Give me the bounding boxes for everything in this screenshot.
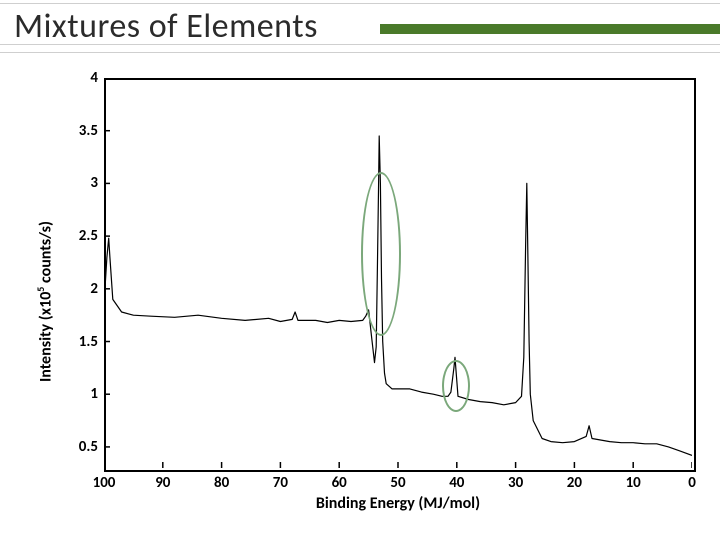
title-bar: Mixtures of Elements xyxy=(0,0,720,56)
thin-rule xyxy=(0,52,720,53)
x-tick-label: 60 xyxy=(332,474,347,492)
y-tick-label: 2 xyxy=(58,280,98,298)
x-tick-label: 0 xyxy=(688,474,696,492)
x-tick-label: 40 xyxy=(449,474,464,492)
y-tick-label: 1.5 xyxy=(58,333,98,351)
x-tick-label: 30 xyxy=(508,474,523,492)
x-tick-label: 100 xyxy=(93,474,116,492)
x-axis-label: Binding Energy (MJ/mol) xyxy=(104,494,692,513)
y-axis-label: Intensity (x105 counts/s) xyxy=(34,221,55,382)
slide-title: Mixtures of Elements xyxy=(14,6,318,47)
callout-ellipse xyxy=(361,172,401,336)
x-tick-label: 80 xyxy=(214,474,229,492)
x-tick-label: 90 xyxy=(155,474,170,492)
title-accent-rule xyxy=(380,24,720,34)
thin-rule xyxy=(0,3,720,4)
spectrum-chart: 0.511.522.533.541009080706050403020100In… xyxy=(28,70,700,520)
y-tick-label: 2.5 xyxy=(58,227,98,245)
slide: { "title": "Mixtures of Elements", "titl… xyxy=(0,0,720,540)
x-tick-label: 10 xyxy=(626,474,641,492)
y-tick-label: 0.5 xyxy=(58,438,98,456)
y-tick-label: 3 xyxy=(58,174,98,192)
x-tick-label: 70 xyxy=(273,474,288,492)
y-tick-label: 3.5 xyxy=(58,122,98,140)
y-tick-label: 4 xyxy=(58,69,98,87)
x-tick-label: 50 xyxy=(390,474,405,492)
y-tick-label: 1 xyxy=(58,385,98,403)
x-tick-label: 20 xyxy=(567,474,582,492)
